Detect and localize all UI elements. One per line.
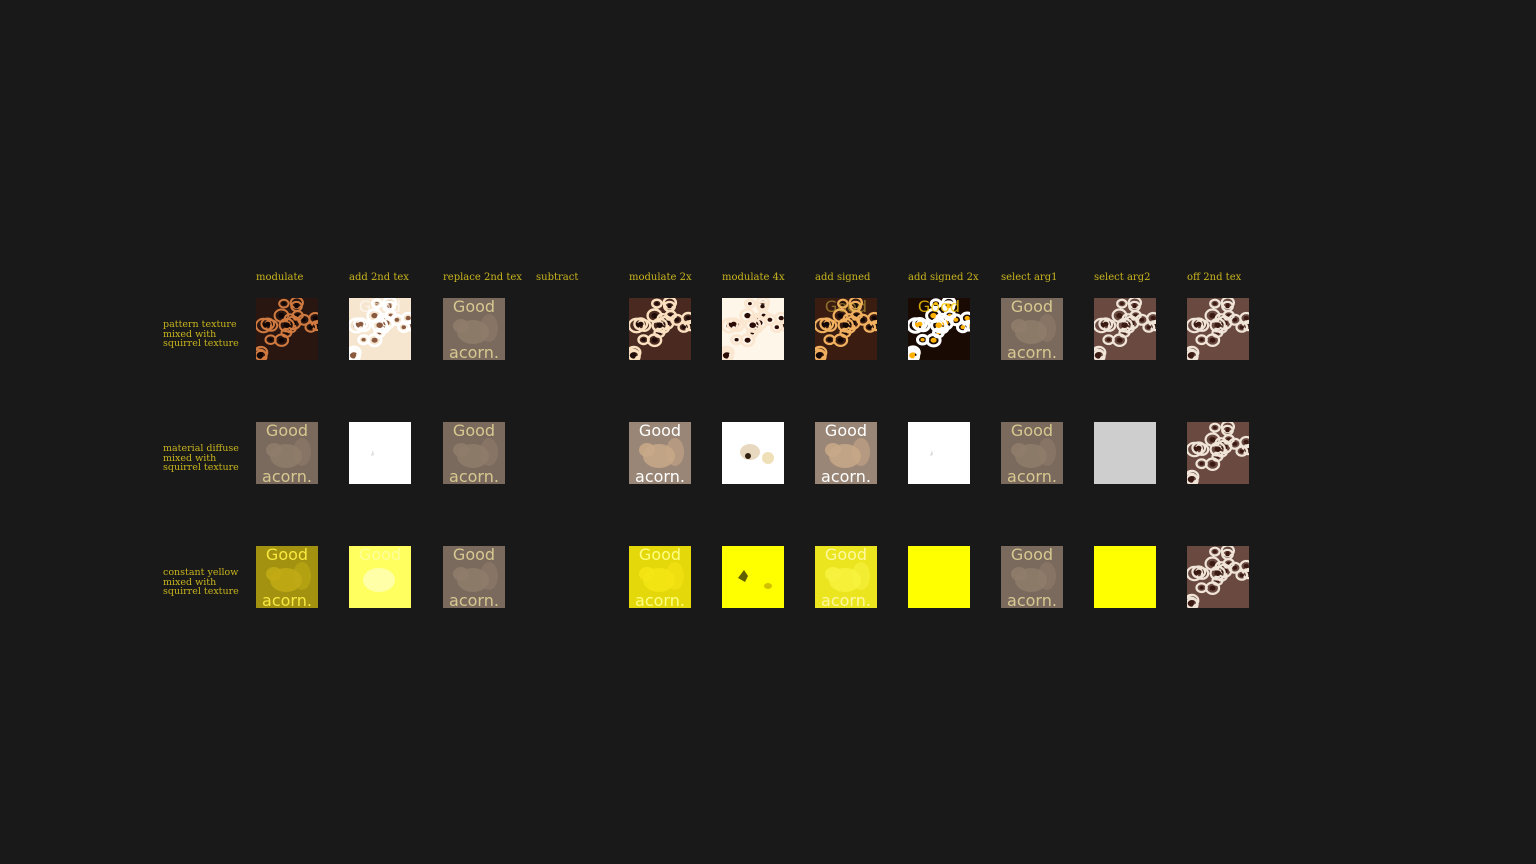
texture-tile-pattern: [1187, 546, 1249, 608]
texture-tile-pattern: [1187, 298, 1249, 360]
svg-text:acorn.: acorn.: [821, 467, 871, 484]
svg-text:Good: Good: [825, 298, 867, 316]
svg-text:Good: Good: [453, 298, 495, 316]
svg-text:acorn.: acorn.: [449, 591, 499, 608]
texture-tile-white-faint: [349, 422, 411, 484]
svg-text:Good: Good: [825, 422, 867, 440]
texture-tile-pattern-bright: [722, 298, 784, 360]
texture-tile-pattern: [1187, 422, 1249, 484]
texture-tile-squirrel-yellow-light: Good acorn.: [815, 546, 877, 608]
svg-text:Good: Good: [359, 298, 401, 316]
column-header-modulate-4x: modulate 4x: [722, 272, 785, 283]
texture-tile-yellow: [1094, 546, 1156, 608]
svg-text:Good: Good: [639, 546, 681, 564]
row-label-line: squirrel texture: [163, 586, 239, 597]
texture-tile-squirrel: Good acorn.: [443, 422, 505, 484]
texture-tile-squirrel: Good acorn.: [443, 298, 505, 360]
svg-text:acorn.: acorn.: [262, 467, 312, 484]
texture-tile-squirrel-yellow: Good acorn.: [256, 546, 318, 608]
texture-tile-squirrel-bright: Good acorn.: [629, 422, 691, 484]
svg-text:Good: Good: [359, 546, 401, 564]
svg-text:Good: Good: [266, 422, 308, 440]
texture-tile-white-squirrel: [722, 422, 784, 484]
texture-tile-pattern-bright-text: Good: [349, 298, 411, 360]
svg-text:acorn.: acorn.: [1007, 467, 1057, 484]
row-label-line: pattern texture: [163, 319, 237, 330]
texture-tile-pattern-contrast-text: Good: [908, 298, 970, 360]
svg-text:acorn.: acorn.: [449, 343, 499, 360]
texture-tile-squirrel-bright: Good acorn.: [815, 422, 877, 484]
texture-tile-pattern-dark-text: Good: [815, 298, 877, 360]
row-label-constant-yellow: constant yellow mixed with squirrel text…: [163, 568, 253, 597]
column-header-select-arg2: select arg2: [1094, 272, 1151, 283]
row-label-line: mixed with: [163, 452, 217, 464]
texture-tile-white-faint: [908, 422, 970, 484]
svg-text:acorn.: acorn.: [821, 591, 871, 608]
texture-tile-gray: [1094, 422, 1156, 484]
svg-text:acorn.: acorn.: [449, 467, 499, 484]
column-header-select-arg1: select arg1: [1001, 272, 1058, 283]
texture-tile-squirrel: Good acorn.: [1001, 546, 1063, 608]
svg-text:Good: Good: [1011, 546, 1053, 564]
texture-tile-pattern-dark: [256, 298, 318, 360]
column-header-modulate: modulate: [256, 272, 304, 283]
svg-text:Good: Good: [266, 546, 308, 564]
row-label-line: mixed with: [163, 328, 217, 340]
texture-tile-yellow-squirrel: [722, 546, 784, 608]
texture-tile-pattern: [1094, 298, 1156, 360]
svg-text:acorn.: acorn.: [262, 591, 312, 608]
column-header-off-2nd-tex: off 2nd tex: [1187, 272, 1242, 283]
row-label-line: constant yellow: [163, 567, 239, 578]
column-header-add-signed-2x: add signed 2x: [908, 272, 979, 283]
texture-tile-squirrel: Good acorn.: [443, 546, 505, 608]
svg-text:Good: Good: [639, 422, 681, 440]
row-label-line: squirrel texture: [163, 338, 239, 349]
row-label-line: mixed with: [163, 576, 217, 588]
svg-text:Good: Good: [453, 422, 495, 440]
texture-tile-yellow-light: Good: [349, 546, 411, 608]
svg-text:acorn.: acorn.: [1007, 591, 1057, 608]
row-label-line: material diffuse: [163, 443, 239, 454]
row-label-material-diffuse: material diffuse mixed with squirrel tex…: [163, 444, 253, 473]
svg-text:Good: Good: [825, 546, 867, 564]
texture-tile-pattern-mid: [629, 298, 691, 360]
texture-tile-squirrel: Good acorn.: [256, 422, 318, 484]
svg-text:Good: Good: [1011, 422, 1053, 440]
texture-tile-squirrel: Good acorn.: [1001, 298, 1063, 360]
svg-text:acorn.: acorn.: [635, 591, 685, 608]
row-label-line: squirrel texture: [163, 462, 239, 473]
column-header-modulate-2x: modulate 2x: [629, 272, 692, 283]
svg-text:acorn.: acorn.: [1007, 343, 1057, 360]
column-header-add-signed: add signed: [815, 272, 871, 283]
column-header-subtract: subtract: [536, 272, 579, 283]
texture-tile-yellow: [908, 546, 970, 608]
row-label-pattern: pattern texture mixed with squirrel text…: [163, 320, 253, 349]
texture-tile-squirrel-yellow-bright: Good acorn.: [629, 546, 691, 608]
column-header-replace-2nd-tex: replace 2nd tex: [443, 272, 522, 283]
svg-text:Good: Good: [453, 546, 495, 564]
svg-text:Good: Good: [918, 298, 960, 316]
texture-tile-squirrel: Good acorn.: [1001, 422, 1063, 484]
svg-text:Good: Good: [1011, 298, 1053, 316]
svg-text:acorn.: acorn.: [635, 467, 685, 484]
column-header-add-2nd-tex: add 2nd tex: [349, 272, 409, 283]
